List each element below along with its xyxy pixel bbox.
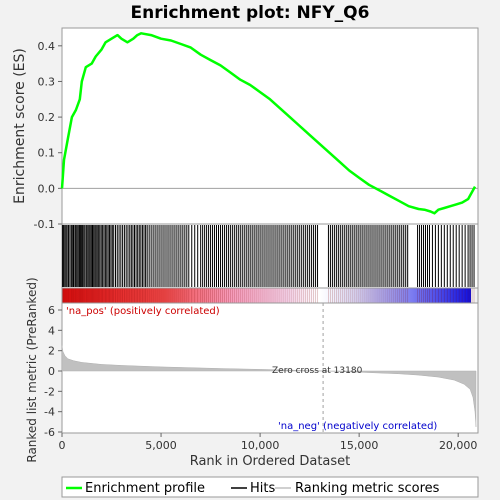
legend-metric-label: Ranking metric scores <box>295 481 440 496</box>
rank-color-bar-lines <box>62 288 475 303</box>
metric-y-ticks: -6 -4 -2 0 2 4 6 <box>44 304 62 439</box>
hits-group <box>62 225 475 287</box>
zero-cross-label: Zero cross at 13180 <box>272 366 363 376</box>
legend <box>61 476 479 498</box>
es-y-tick-label: 0.4 <box>38 40 56 53</box>
metric-y-tick-label: 4 <box>48 324 55 337</box>
rank-color-bar <box>62 288 471 303</box>
es-y-tick-label: 0.2 <box>38 111 56 124</box>
metric-y-axis-label: Ranked list metric (PreRanked) <box>25 277 39 462</box>
es-y-tick-label: -0.1 <box>34 218 55 231</box>
metric-y-tick-label: -2 <box>44 385 55 398</box>
metric-y-tick-label: 2 <box>48 345 55 358</box>
metric-y-tick-label: 6 <box>48 304 55 317</box>
metric-x-tick-label: 5,000 <box>145 439 177 452</box>
legend-es-label: Enrichment profile <box>85 481 205 496</box>
es-panel <box>61 27 479 225</box>
legend-hits-label: Hits <box>250 481 275 496</box>
es-y-ticks: -0.1 0.0 0.1 0.2 0.3 0.4 <box>34 40 62 231</box>
pos-label: 'na_pos' (positively correlated) <box>66 306 220 317</box>
metric-y-tick-label: -4 <box>44 406 55 419</box>
es-line <box>60 32 477 215</box>
metric-x-tick-label: 15,000 <box>340 439 379 452</box>
chart-title: Enrichment plot: NFY_Q6 <box>131 3 370 23</box>
es-y-tick-label: 0.3 <box>38 75 56 88</box>
metric-y-tick-label: -6 <box>44 426 55 439</box>
metric-y-tick-label: 0 <box>48 365 55 378</box>
es-y-tick-label: 0.0 <box>38 182 56 195</box>
metric-x-tick-label: 10,000 <box>241 439 280 452</box>
metric-x-axis-label: Rank in Ordered Dataset <box>190 454 351 469</box>
es-y-tick-label: 0.1 <box>38 147 56 160</box>
metric-x-tick-label: 20,000 <box>439 439 478 452</box>
metric-x-tick-label: 0 <box>59 439 66 452</box>
es-y-axis-label: Enrichment score (ES) <box>12 48 28 204</box>
metric-x-ticks: 0 5,000 10,000 15,000 20,000 <box>59 433 478 452</box>
neg-label: 'na_neg' (negatively correlated) <box>278 421 437 432</box>
